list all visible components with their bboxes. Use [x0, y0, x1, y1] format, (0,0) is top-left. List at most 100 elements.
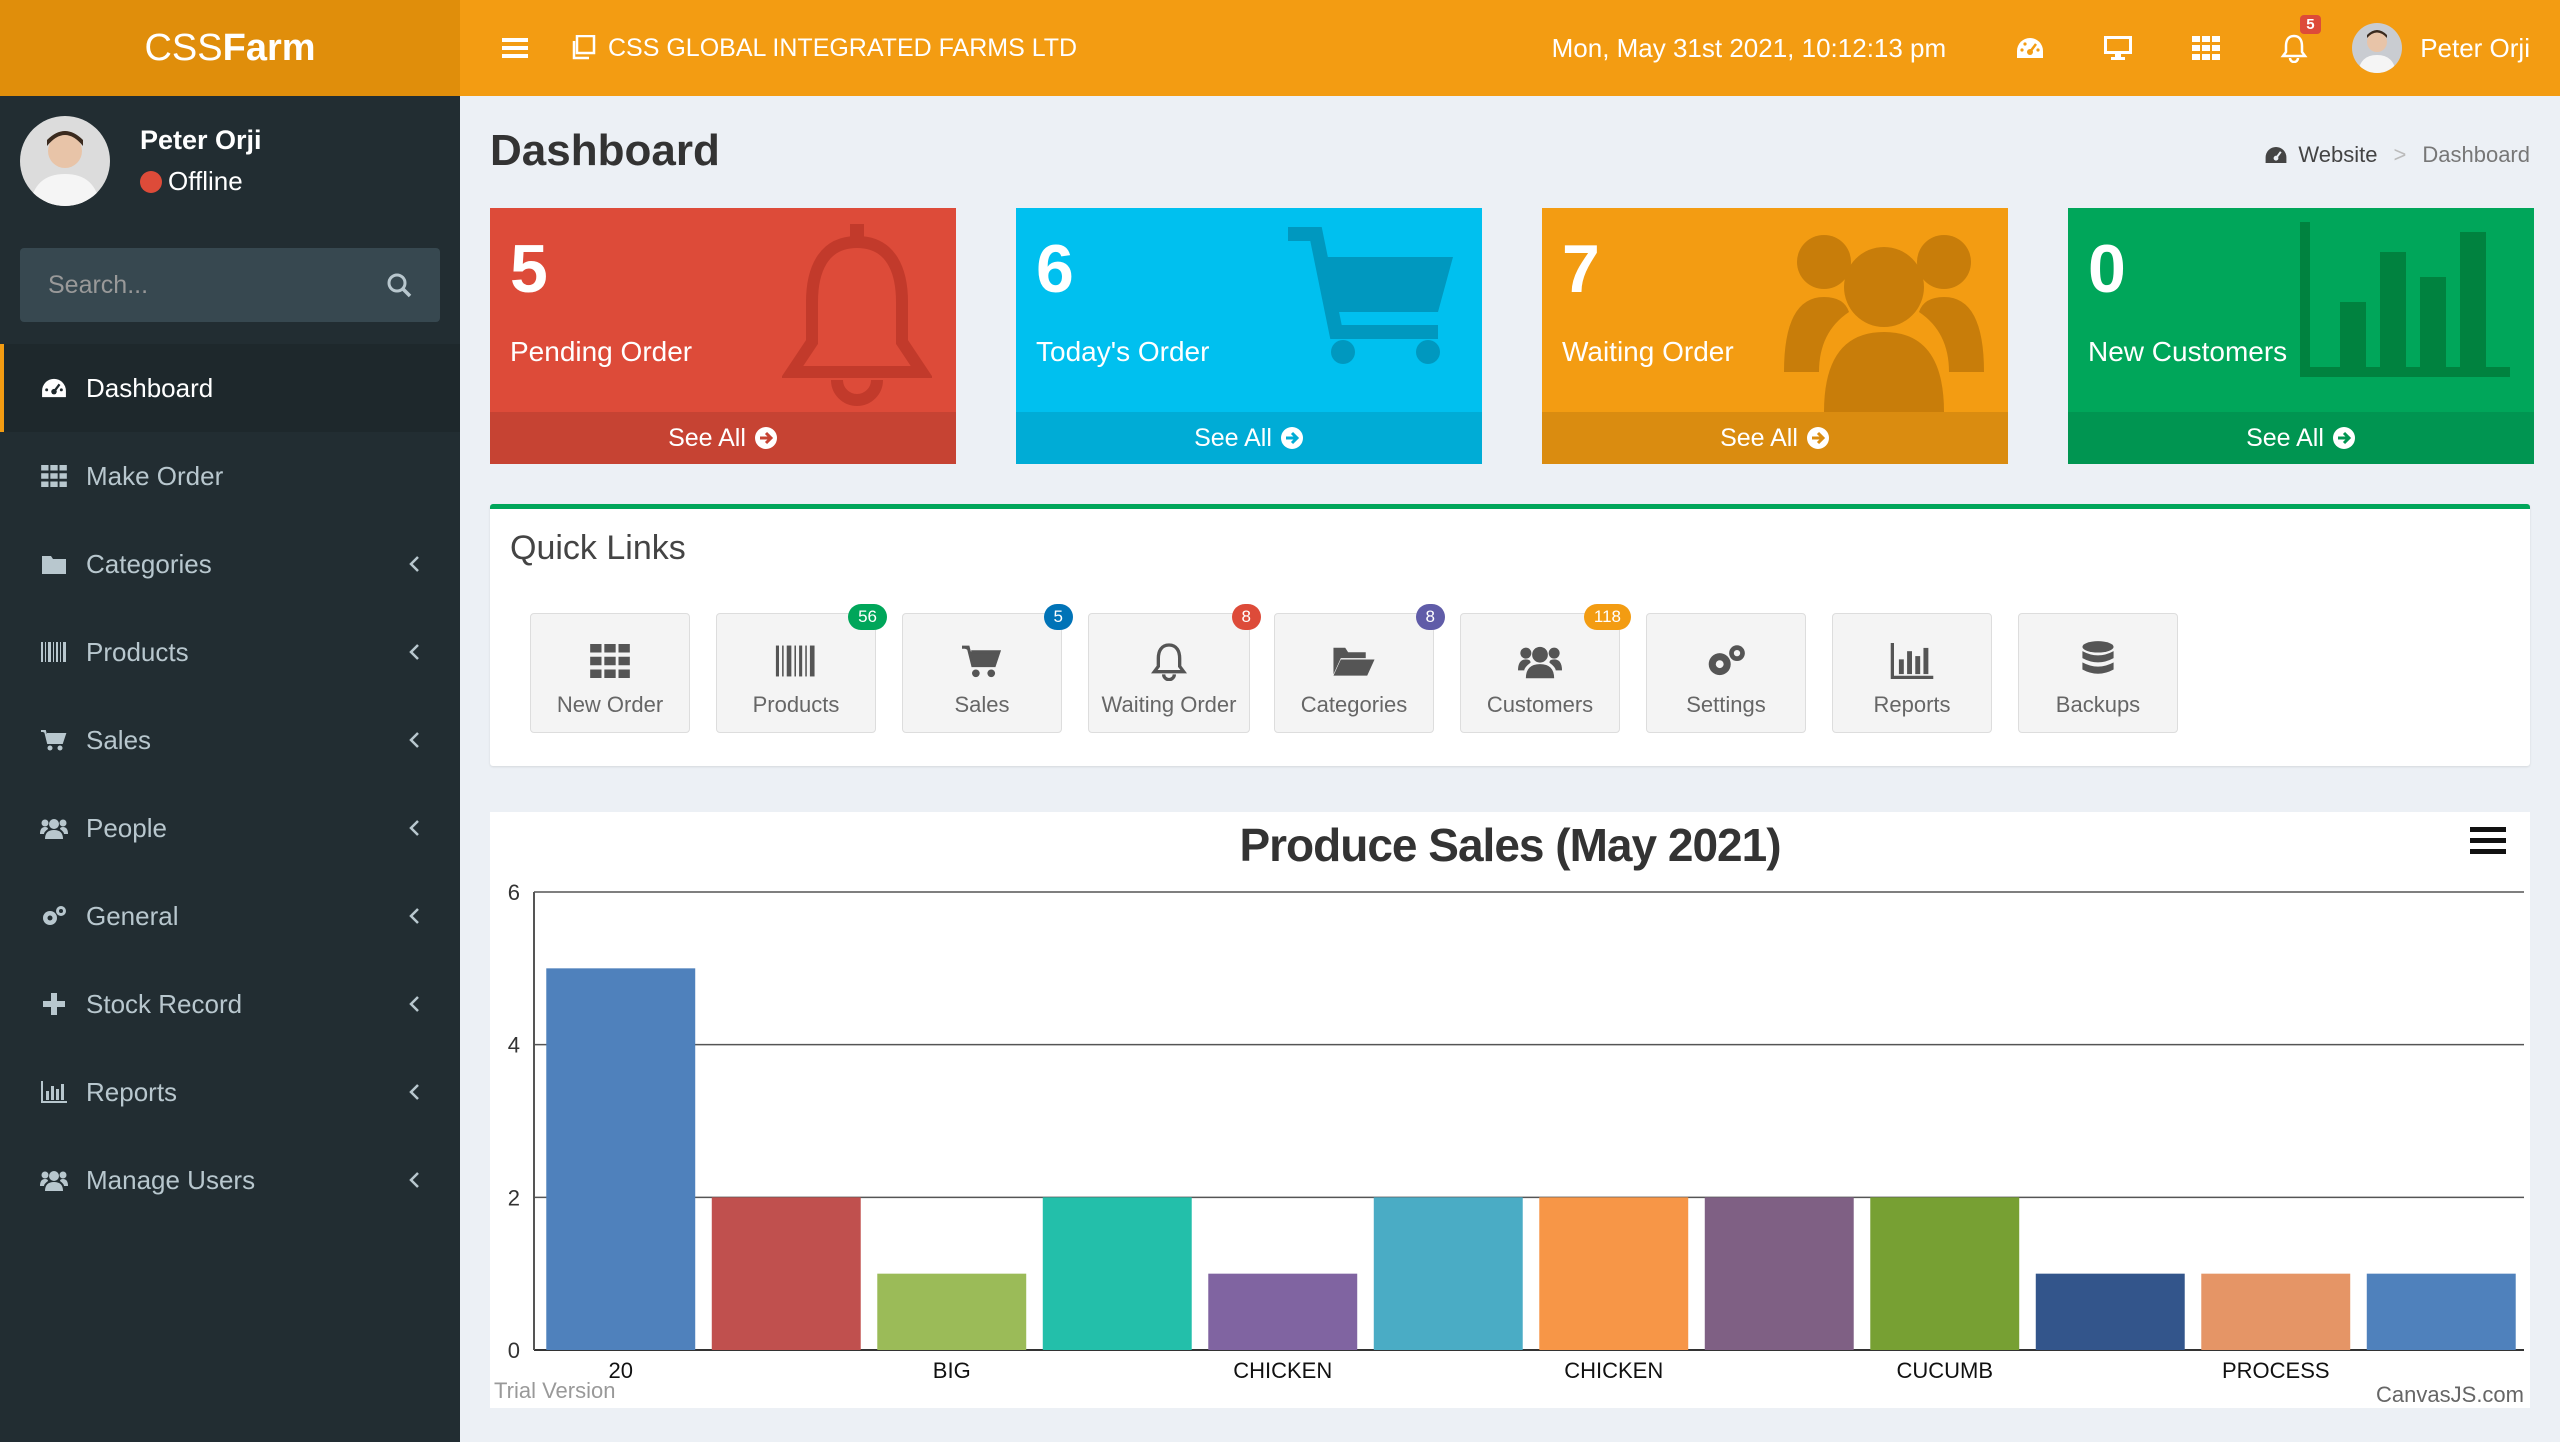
folder-open-icon	[1333, 647, 1375, 676]
brand-logo[interactable]: CSS Farm	[0, 0, 460, 96]
users-icon	[1784, 235, 1984, 412]
y-tick-label: 6	[508, 880, 520, 905]
folder-icon	[42, 556, 66, 574]
avatar	[2352, 23, 2403, 73]
users-icon	[40, 819, 68, 839]
sidebar-item-reports[interactable]: Reports	[0, 1048, 460, 1136]
bar	[1208, 1273, 1358, 1350]
count-badge: 118	[1583, 604, 1631, 630]
sidebar-toggle-button[interactable]	[460, 37, 570, 59]
user-status-label: Offline	[168, 166, 243, 196]
company-link[interactable]: CSS GLOBAL INTEGRATED FARMS LTD	[570, 34, 1077, 63]
stat-label: Pending Order	[510, 336, 693, 367]
see-all-label: See All	[2246, 423, 2324, 452]
stat-box-new-customers: 0 New Customers See All	[2068, 208, 2534, 464]
gears-icon	[1708, 645, 1745, 676]
bar	[1704, 1197, 1854, 1350]
bar	[2366, 1273, 2516, 1350]
users-icon	[1518, 646, 1562, 679]
canvasjs-credit-link[interactable]: CanvasJS.com	[2376, 1382, 2524, 1407]
breadcrumb-home-link[interactable]: Website	[2298, 142, 2378, 167]
arrow-circle-right-icon	[1280, 427, 1303, 449]
hamburger-icon	[502, 38, 528, 58]
chevron-left-icon	[409, 643, 419, 660]
quick-link-settings[interactable]: Settings	[1646, 613, 1806, 733]
bar-chart-icon	[41, 1081, 67, 1103]
notifications-button[interactable]: 5	[2250, 0, 2338, 96]
avatar	[20, 116, 110, 206]
bar-chart-icon	[1890, 643, 1934, 679]
sidebar-item-label: Stock Record	[86, 988, 243, 1019]
arrow-circle-right-icon	[754, 427, 777, 449]
quick-link-label: Reports	[1873, 692, 1951, 717]
bar	[546, 968, 696, 1350]
quick-links-panel: Quick Links New Order 56 Products 5 Sale…	[490, 504, 2530, 766]
chart-menu-icon[interactable]	[2470, 826, 2506, 856]
see-all-today-link[interactable]: See All	[1016, 412, 1482, 464]
user-menu[interactable]: Peter Orji	[2352, 23, 2530, 73]
chevron-left-icon	[409, 907, 419, 924]
desktop-icon	[2104, 36, 2133, 60]
quick-links-title: Quick Links	[510, 529, 686, 567]
quick-link-products[interactable]: 56 Products	[716, 604, 887, 733]
quick-link-customers[interactable]: 118 Customers	[1460, 604, 1631, 733]
quick-link-waiting-order[interactable]: 8 Waiting Order	[1088, 604, 1261, 733]
count-badge: 8	[1415, 604, 1445, 630]
quick-link-reports[interactable]: Reports	[1832, 613, 1992, 733]
see-all-label: See All	[668, 423, 746, 452]
see-all-pending-link[interactable]: See All	[490, 412, 956, 464]
chevron-left-icon	[409, 555, 419, 572]
stat-label: New Customers	[2088, 336, 2288, 367]
sidebar-item-dashboard[interactable]: Dashboard	[0, 344, 460, 432]
apps-button[interactable]	[2162, 0, 2250, 96]
dashboard-icon	[42, 378, 66, 398]
stat-value: 0	[2088, 231, 2126, 307]
count-badge: 5	[1043, 604, 1073, 630]
sidebar-item-make-order[interactable]: Make Order	[0, 432, 460, 520]
quick-link-label: Waiting Order	[1101, 692, 1237, 717]
x-tick-label: CHICKEN	[1233, 1358, 1332, 1383]
sidebar-item-label: Products	[86, 636, 189, 667]
quick-link-backups[interactable]: Backups	[2018, 613, 2178, 733]
sidebar-item-sales[interactable]: Sales	[0, 696, 460, 784]
y-tick-label: 0	[508, 1338, 520, 1363]
bar	[2035, 1273, 2185, 1350]
main-content: Dashboard Website > Dashboard 5 Pending …	[460, 96, 2560, 1442]
sidebar-item-manage-users[interactable]: Manage Users	[0, 1136, 460, 1224]
see-all-waiting-link[interactable]: See All	[1542, 412, 2008, 464]
chevron-left-icon	[409, 731, 419, 748]
cart-icon	[962, 645, 1002, 678]
sidebar-item-label: Make Order	[86, 460, 224, 491]
sidebar-item-products[interactable]: Products	[0, 608, 460, 696]
desktop-button[interactable]	[2074, 0, 2162, 96]
quick-link-sales[interactable]: 5 Sales	[902, 604, 1073, 733]
count-badge: 8	[1231, 604, 1261, 630]
quick-link-new-order[interactable]: New Order	[530, 613, 690, 733]
dashboard-nav-button[interactable]	[1986, 0, 2074, 96]
bar	[1539, 1197, 1689, 1350]
sidebar-item-label: Reports	[86, 1076, 178, 1107]
stat-box-todays-order: 6 Today's Order See All	[1016, 208, 1482, 464]
see-all-customers-link[interactable]: See All	[2068, 412, 2534, 464]
bell-icon	[2280, 34, 2308, 63]
stat-box-pending-order: 5 Pending Order See All	[490, 208, 956, 464]
quick-link-label: Categories	[1300, 692, 1408, 717]
quick-link-label: Customers	[1486, 692, 1594, 717]
sidebar-search-input[interactable]: Search...	[20, 248, 440, 322]
sidebar-item-general[interactable]: General	[0, 872, 460, 960]
grid-icon	[41, 465, 67, 487]
sidebar-item-stock-record[interactable]: Stock Record	[0, 960, 460, 1048]
quick-link-label: Sales	[954, 692, 1010, 717]
search-icon[interactable]	[386, 272, 412, 298]
chevron-left-icon	[409, 1083, 419, 1100]
x-tick-label: PROCESS	[2222, 1358, 2330, 1383]
sidebar-item-categories[interactable]: Categories	[0, 520, 460, 608]
grid-icon	[590, 644, 630, 678]
stat-box-waiting-order: 7 Waiting Order See All	[1542, 208, 2008, 464]
top-user-name: Peter Orji	[2420, 32, 2530, 63]
sidebar-item-people[interactable]: People	[0, 784, 460, 872]
bar	[877, 1273, 1027, 1350]
stat-value: 7	[1562, 231, 1600, 307]
quick-link-categories[interactable]: 8 Categories	[1274, 604, 1445, 733]
chart-title: Produce Sales (May 2021)	[1239, 819, 1781, 871]
